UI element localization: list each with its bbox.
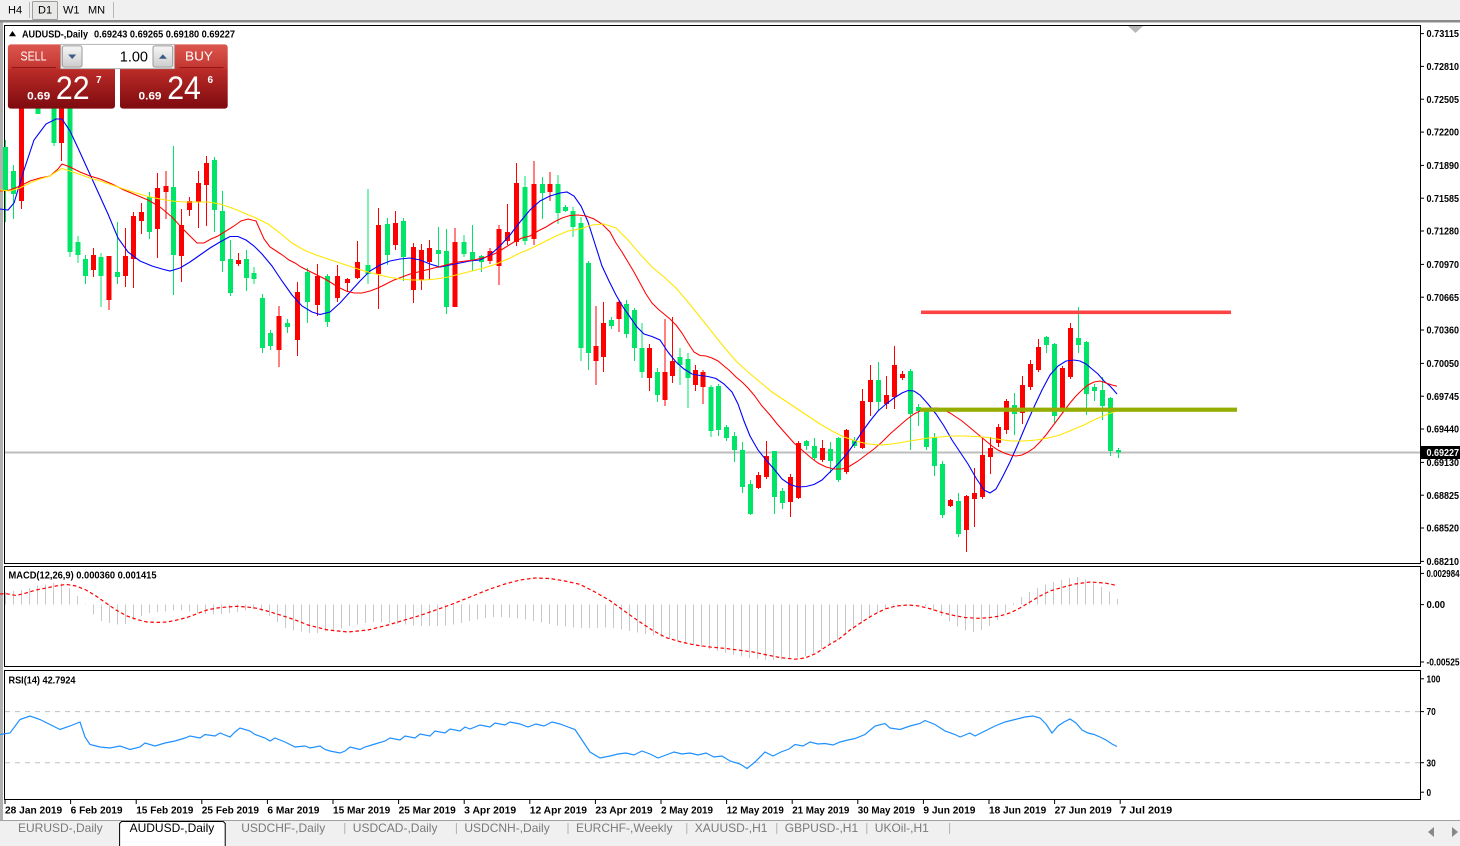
- svg-text:28 Jan 2019: 28 Jan 2019: [5, 806, 63, 817]
- svg-text:UKOil-,H1: UKOil-,H1: [875, 821, 929, 835]
- svg-text:USDCHF-,Daily: USDCHF-,Daily: [241, 821, 325, 835]
- svg-text:H4: H4: [8, 5, 22, 17]
- svg-text:12 May 2019: 12 May 2019: [727, 806, 785, 817]
- svg-text:0.71280: 0.71280: [1427, 227, 1460, 238]
- svg-text:0.69440: 0.69440: [1427, 425, 1460, 436]
- svg-text:30: 30: [1427, 758, 1437, 769]
- svg-text:0: 0: [1427, 788, 1432, 799]
- svg-text:MACD(12,26,9) 0.000360 0.00141: MACD(12,26,9) 0.000360 0.001415: [9, 571, 157, 582]
- svg-text:0.68520: 0.68520: [1427, 524, 1460, 535]
- svg-text:0.71890: 0.71890: [1427, 161, 1460, 172]
- svg-text:SELL: SELL: [21, 49, 47, 64]
- svg-text:30 May 2019: 30 May 2019: [858, 806, 916, 817]
- svg-text:7: 7: [96, 75, 102, 86]
- svg-text:22: 22: [56, 70, 90, 106]
- svg-text:0.68825: 0.68825: [1427, 491, 1460, 502]
- svg-text:21 May 2019: 21 May 2019: [792, 806, 850, 817]
- svg-text:0.70360: 0.70360: [1427, 326, 1460, 337]
- svg-text:0.69243 0.69265 0.69180 0.6922: 0.69243 0.69265 0.69180 0.69227: [94, 29, 235, 41]
- svg-text:100: 100: [1427, 674, 1441, 685]
- svg-text:24: 24: [167, 70, 201, 106]
- svg-text:0.69: 0.69: [139, 91, 162, 103]
- svg-text:0.70050: 0.70050: [1427, 359, 1460, 370]
- svg-text:USDCNH-,Daily: USDCNH-,Daily: [464, 821, 549, 835]
- svg-text:6 Feb 2019: 6 Feb 2019: [71, 806, 123, 817]
- svg-text:7 Jul 2019: 7 Jul 2019: [1120, 806, 1172, 817]
- svg-text:0.73115: 0.73115: [1427, 29, 1460, 40]
- svg-text:6: 6: [208, 75, 214, 86]
- svg-text:0.69: 0.69: [27, 91, 50, 103]
- svg-text:9 Jun 2019: 9 Jun 2019: [923, 806, 975, 817]
- svg-text:0.69130: 0.69130: [1427, 458, 1460, 469]
- svg-text:EURCHF-,Weekly: EURCHF-,Weekly: [576, 821, 672, 835]
- svg-text:USDCAD-,Daily: USDCAD-,Daily: [353, 821, 438, 835]
- svg-text:D1: D1: [38, 5, 52, 17]
- svg-text:XAUUSD-,H1: XAUUSD-,H1: [695, 821, 768, 835]
- svg-text:1.00: 1.00: [120, 50, 148, 66]
- svg-text:W1: W1: [63, 5, 80, 17]
- svg-text:15 Mar 2019: 15 Mar 2019: [333, 806, 391, 817]
- svg-text:0.72200: 0.72200: [1427, 128, 1460, 139]
- svg-text:0.70970: 0.70970: [1427, 260, 1460, 271]
- svg-text:0.72505: 0.72505: [1427, 95, 1460, 106]
- svg-text:2 May 2019: 2 May 2019: [661, 806, 713, 817]
- svg-text:0.69227: 0.69227: [1427, 448, 1460, 459]
- svg-text:0.68210: 0.68210: [1427, 557, 1460, 568]
- svg-text:23 Apr 2019: 23 Apr 2019: [595, 806, 653, 817]
- svg-text:AUDUSD-,Daily: AUDUSD-,Daily: [130, 821, 215, 835]
- svg-text:70: 70: [1427, 707, 1437, 718]
- svg-text:27 Jun 2019: 27 Jun 2019: [1055, 806, 1113, 817]
- svg-text:0.002984: 0.002984: [1427, 569, 1460, 580]
- svg-text:MN: MN: [88, 5, 105, 17]
- svg-text:12 Apr 2019: 12 Apr 2019: [530, 806, 588, 817]
- svg-text:18 Jun 2019: 18 Jun 2019: [989, 806, 1047, 817]
- svg-text:0.71585: 0.71585: [1427, 194, 1460, 205]
- svg-text:-0.00525: -0.00525: [1427, 658, 1460, 669]
- svg-text:25 Feb 2019: 25 Feb 2019: [202, 806, 260, 817]
- svg-text:6 Mar 2019: 6 Mar 2019: [267, 806, 319, 817]
- svg-text:0.72810: 0.72810: [1427, 62, 1460, 73]
- svg-text:AUDUSD-,Daily: AUDUSD-,Daily: [22, 29, 88, 41]
- svg-text:GBPUSD-,H1: GBPUSD-,H1: [785, 821, 859, 835]
- svg-text:BUY: BUY: [185, 49, 213, 64]
- svg-text:0.69745: 0.69745: [1427, 392, 1460, 403]
- svg-text:25 Mar 2019: 25 Mar 2019: [399, 806, 457, 817]
- svg-text:0.00: 0.00: [1427, 600, 1446, 611]
- svg-text:RSI(14) 42.7924: RSI(14) 42.7924: [9, 676, 76, 687]
- svg-text:0.70665: 0.70665: [1427, 293, 1460, 304]
- svg-text:EURUSD-,Daily: EURUSD-,Daily: [18, 821, 103, 835]
- svg-text:3 Apr 2019: 3 Apr 2019: [464, 806, 516, 817]
- svg-text:15 Feb 2019: 15 Feb 2019: [136, 806, 194, 817]
